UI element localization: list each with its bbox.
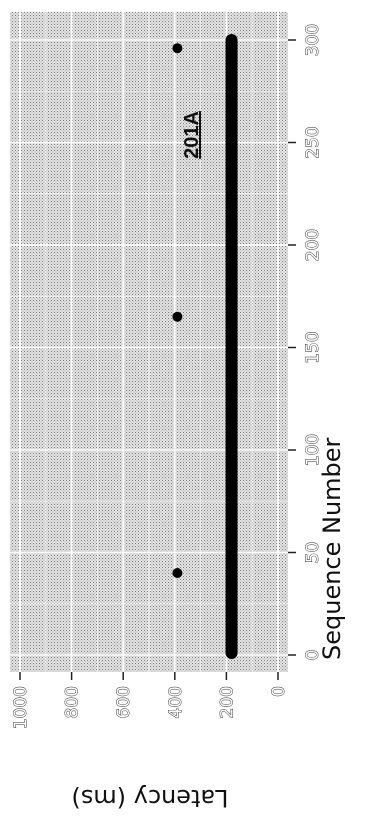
y-tick-label-1000: 1000 [11,686,31,729]
x-tick-label-50: 50 [303,542,323,564]
annotation-label: 201A [181,111,203,159]
data-marks [172,34,238,659]
x-tick-label-0: 0 [303,650,323,661]
x-tick-label-300: 300 [303,24,323,56]
x-tick-label-200: 200 [303,229,323,261]
y-tick-label-400: 400 [166,686,186,718]
y-tick-label-200: 200 [217,686,237,718]
y-tick-label-0: 0 [269,686,289,697]
x-tick-label-150: 150 [303,331,323,363]
outlier-point-3 [172,43,183,54]
outlier-point-2 [172,311,183,322]
x-tick-label-250: 250 [303,126,323,158]
x-tick-label-100: 100 [303,434,323,466]
x-axis-title: Sequence Number [318,437,346,660]
y-axis-title: Latency (ms) [71,784,228,812]
y-tick-label-800: 800 [63,686,83,718]
y-tick-label-600: 600 [114,686,134,718]
axis-ticks: 0 200 400 600 800 1000 0 50 100 150 200 250 300 [11,23,324,729]
outlier-point-1 [172,568,183,578]
